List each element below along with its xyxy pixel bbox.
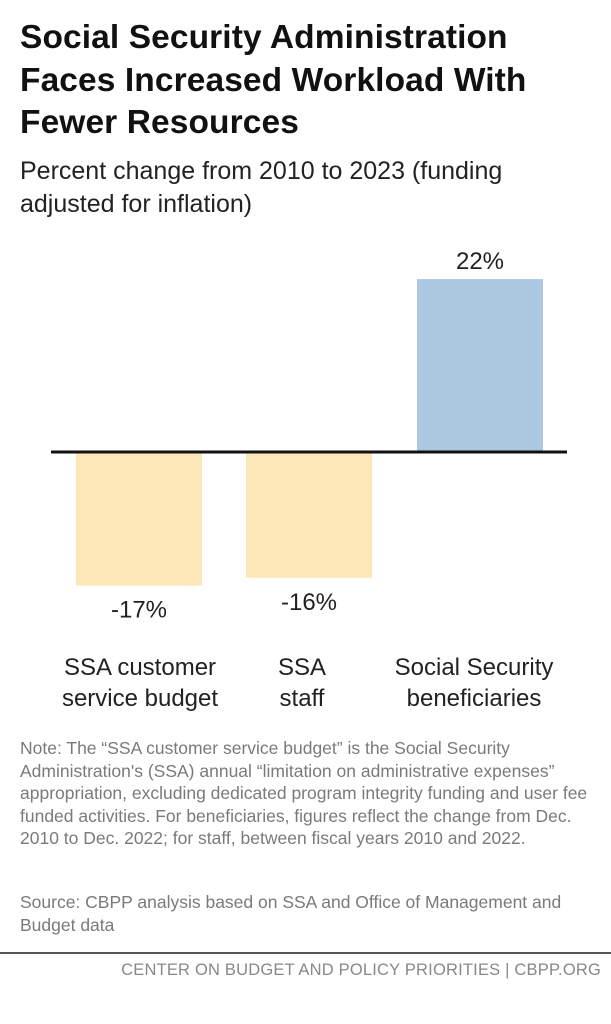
data-label-2: 22% bbox=[456, 248, 504, 275]
source-text: Source: CBPP analysis based on SSA and O… bbox=[20, 892, 562, 935]
footer-credit: CENTER ON BUDGET AND POLICY PRIORITIES |… bbox=[121, 961, 601, 979]
footer-divider bbox=[0, 952, 611, 954]
bar-1 bbox=[246, 452, 372, 578]
bar-chart: -17% -16% 22% bbox=[51, 248, 567, 620]
data-label-1: -16% bbox=[281, 589, 337, 616]
category-label-1: SSA staff bbox=[277, 654, 327, 712]
note-text: Note: The “SSA customer service budget” … bbox=[20, 738, 588, 848]
category-label-2: Social Security beneficiaries bbox=[394, 654, 554, 712]
bar-2 bbox=[417, 279, 543, 452]
bar-0 bbox=[76, 452, 202, 586]
category-label-0: SSA customer service budget bbox=[61, 654, 219, 712]
chart-title: Social Security Administration Faces Inc… bbox=[20, 19, 527, 141]
data-label-0: -17% bbox=[111, 597, 167, 620]
chart-subtitle: Percent change from 2010 to 2023 (fundin… bbox=[20, 157, 503, 218]
